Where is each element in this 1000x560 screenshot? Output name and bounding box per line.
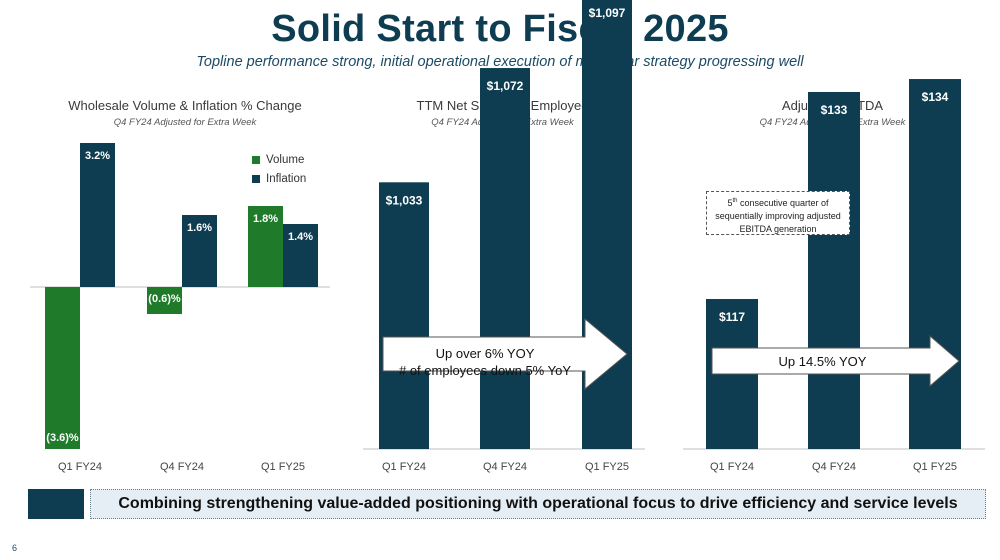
bar-volume bbox=[248, 206, 283, 287]
legend-swatch-volume bbox=[252, 156, 260, 164]
bar bbox=[379, 182, 429, 449]
category-label: Q4 FY24 bbox=[160, 461, 204, 473]
data-label: 3.2% bbox=[85, 150, 110, 162]
page-title: Solid Start to Fiscal 2025 bbox=[271, 8, 729, 50]
legend-swatch-inflation bbox=[252, 175, 260, 183]
data-label: 1.8% bbox=[253, 213, 278, 225]
legend-item-volume: Volume bbox=[252, 154, 306, 166]
category-label: Q1 FY24 bbox=[382, 461, 426, 473]
chart-plot: (3.6)% 3.2% Q1 FY24 (0.6)% 1.6% Q4 FY24 1.8% 1.… bbox=[30, 143, 330, 473]
bar-inflation bbox=[283, 224, 318, 287]
data-label: $134 bbox=[922, 90, 949, 104]
chart-plot: $117 Q1 FY24 $133 Q4 FY24 $134 Q1 FY25 bbox=[683, 79, 985, 473]
chart-note: Q4 FY24 Adjusted for Extra Week bbox=[113, 117, 257, 128]
chart-title: Wholesale Volume & Inflation % Change bbox=[68, 98, 302, 113]
chart-net-sales-per-employee: TTM Net Sales Per Employee Q4 FY24 Adjus… bbox=[355, 0, 650, 482]
data-label: (0.6)% bbox=[148, 293, 181, 305]
bar bbox=[808, 91, 860, 449]
data-label: 1.6% bbox=[187, 222, 212, 234]
category-label: Q1 FY24 bbox=[58, 461, 102, 473]
footer-accent-block bbox=[28, 489, 84, 519]
arrow-annotation-ebitda: Up 14.5% YOY bbox=[778, 354, 867, 369]
chart-plot: $1,033 Q1 FY24 $1,072 Q4 FY24 $1,097 Q1 FY25 bbox=[363, 0, 645, 473]
chart-adjusted-ebitda: Adjusted EBITDA Q4 FY24 Adjusted For Ext… bbox=[675, 79, 990, 482]
chart-wholesale-volume-inflation: Wholesale Volume & Inflation % Change Q4… bbox=[30, 92, 340, 482]
callout-number: 5 bbox=[727, 198, 733, 208]
data-label: $1,097 bbox=[589, 6, 626, 20]
category-label: Q4 FY24 bbox=[812, 461, 856, 473]
arrow-shape bbox=[711, 334, 960, 388]
annotation-line: Up over 6% YOY bbox=[435, 346, 535, 361]
category-label: Q1 FY25 bbox=[913, 461, 957, 473]
arrow-annotation-sales: Up over 6% YOY # of employees down 5% Yo… bbox=[385, 345, 585, 379]
bar-volume bbox=[147, 287, 182, 314]
data-label: 1.4% bbox=[288, 231, 313, 243]
annotation-line: # of employees down 5% YoY bbox=[398, 363, 571, 378]
data-label: $1,072 bbox=[487, 79, 524, 93]
data-label: $1,033 bbox=[386, 193, 423, 207]
arrow-shape bbox=[382, 317, 628, 391]
category-label: Q1 FY24 bbox=[710, 461, 754, 473]
legend-label: Inflation bbox=[266, 173, 307, 185]
category-label: Q1 FY25 bbox=[585, 461, 629, 473]
legend-label: Volume bbox=[266, 154, 305, 166]
data-label: $117 bbox=[719, 310, 745, 324]
chart-legend: Volume Inflation bbox=[252, 154, 306, 192]
category-label: Q4 FY24 bbox=[483, 461, 527, 473]
page-number: 6 bbox=[12, 543, 18, 553]
bar-inflation bbox=[80, 143, 115, 287]
footer-banner: Combining strengthening value-added posi… bbox=[90, 489, 986, 519]
bar bbox=[480, 68, 530, 449]
bar-inflation bbox=[182, 215, 217, 287]
legend-item-inflation: Inflation bbox=[252, 173, 306, 185]
page-subtitle: Topline performance strong, initial oper… bbox=[196, 54, 804, 70]
ebitda-callout: 5th consecutive quarter of sequentially … bbox=[706, 191, 850, 235]
callout-suffix: th bbox=[732, 198, 738, 204]
callout-text: consecutive quarter of sequentially impr… bbox=[715, 198, 841, 234]
data-label: (3.6)% bbox=[46, 432, 79, 444]
bar-volume bbox=[45, 287, 80, 449]
data-label: $133 bbox=[821, 103, 848, 117]
category-label: Q1 FY25 bbox=[261, 461, 305, 473]
bar bbox=[909, 79, 961, 449]
